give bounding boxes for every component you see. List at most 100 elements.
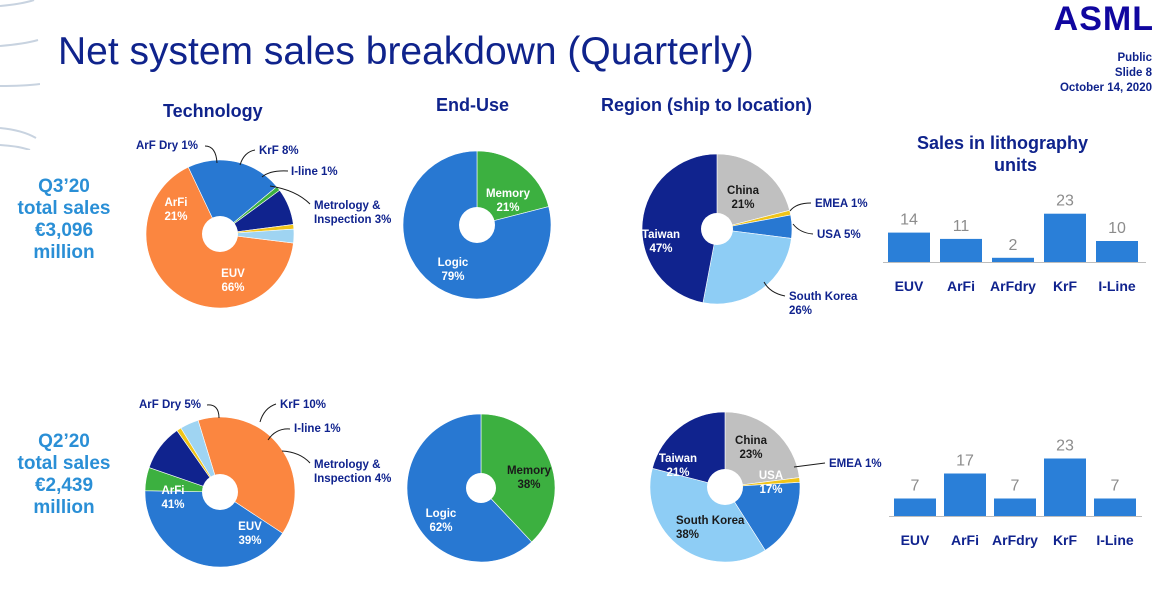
slice-label-logic: Logic 62%	[426, 508, 457, 534]
bar-value-label: 7	[911, 478, 920, 495]
donut-hole	[707, 469, 743, 505]
bar-value-label: 23	[1056, 438, 1074, 455]
bar-i-line	[1096, 241, 1138, 262]
slice-label-krf: KrF 8%	[259, 145, 299, 157]
pie-slice-arfi	[187, 159, 278, 235]
bar-category-label: I-Line	[1098, 278, 1136, 294]
slice-label-metrology: Metrology & Inspection 3%	[314, 200, 391, 226]
leader-krf	[259, 403, 277, 423]
donut-hole	[202, 474, 238, 510]
bar-value-label: 14	[900, 212, 918, 229]
bar-i-line	[1094, 498, 1136, 516]
bar-value-label: 7	[1111, 478, 1120, 495]
bar-category-label: I-Line	[1096, 532, 1134, 548]
row-label-q3: Q3’20 total sales €3,096 million	[0, 176, 134, 264]
page-title: Net system sales breakdown (Quarterly)	[58, 30, 754, 73]
slice-label-logic: Logic 79%	[438, 257, 469, 283]
slide-date: October 14, 2020	[1059, 82, 1152, 94]
leader-krf	[239, 149, 256, 166]
pie-slice-usa	[724, 481, 801, 551]
column-header-end-use: End-Use	[436, 95, 510, 115]
bar-krf	[1044, 213, 1086, 262]
pie-slice-arfi	[144, 490, 284, 568]
column-header-region: Region (ship to location)	[601, 95, 812, 115]
slice-label-arfi: ArFi 21%	[164, 197, 187, 223]
donut-hole	[466, 473, 496, 503]
row-label-unit: million	[33, 497, 95, 518]
bar-category-label: KrF	[1053, 532, 1078, 548]
bar-value-label: 10	[1108, 220, 1126, 237]
bar-arfi	[940, 238, 982, 262]
row-label-total: total sales	[17, 453, 111, 474]
asml-logo: ASML	[1053, 0, 1154, 38]
slice-label-usa: USA 5%	[817, 229, 861, 241]
row-label-total: total sales	[17, 198, 111, 219]
bar-value-label: 17	[956, 453, 974, 470]
slice-label-arf-dry: ArF Dry 5%	[139, 399, 201, 411]
row-label-quarter: Q2’20	[38, 431, 90, 452]
bar-category-label: ArFdry	[992, 532, 1038, 548]
pie-slice-metrology-inspection	[219, 228, 295, 244]
slice-label-taiwan: Taiwan 21%	[659, 453, 697, 479]
leader-emea	[789, 202, 812, 212]
slide-number: Slide 8	[1114, 67, 1152, 79]
bar-arfi	[944, 473, 986, 516]
pie-slice-taiwan	[651, 411, 726, 488]
slice-label-euv: EUV 66%	[221, 268, 245, 294]
row-label-unit: million	[33, 242, 95, 263]
slice-label-emea: EMEA 1%	[829, 458, 882, 470]
slice-label-china: China 21%	[727, 185, 760, 211]
leader-arf-dry	[204, 145, 218, 164]
bar-category-label: EUV	[895, 278, 924, 294]
column-header-units-line1: Sales in lithography	[917, 133, 1089, 153]
row-label-amount: €3,096	[34, 220, 94, 241]
pie-slice-china	[724, 411, 800, 488]
row-label-quarter: Q3’20	[38, 176, 90, 197]
slice-label-memory: Memory 21%	[486, 188, 531, 214]
pie-slice-memory	[476, 150, 550, 226]
bar-arfdry	[992, 257, 1034, 262]
leader-metrology	[281, 450, 311, 464]
leader-usa	[792, 223, 814, 235]
bar-arfdry	[994, 498, 1036, 516]
pie-slice-taiwan	[641, 153, 718, 304]
slice-label-usa: USA 17%	[759, 470, 783, 496]
slice-label-taiwan: Taiwan 47%	[642, 229, 680, 255]
leader-metrology	[269, 185, 311, 205]
pie-slice-south-korea	[702, 228, 792, 305]
bar-value-label: 23	[1056, 193, 1074, 210]
bar-category-label: ArFi	[951, 532, 979, 548]
column-header-units-line2: units	[994, 155, 1037, 175]
slice-label-arf-dry: ArF Dry 1%	[136, 140, 198, 152]
slice-label-euv: EUV 39%	[238, 521, 262, 547]
pie-slice-memory	[480, 413, 556, 543]
bar-krf	[1044, 458, 1086, 516]
slice-label-metrology: Metrology & Inspection 4%	[314, 459, 391, 485]
leader-arf-dry	[206, 404, 220, 419]
slice-label-krf: KrF 10%	[280, 399, 326, 411]
bar-category-label: EUV	[901, 532, 930, 548]
bar-euv	[894, 498, 936, 516]
bar-category-label: KrF	[1053, 278, 1078, 294]
leader-iline	[267, 428, 291, 441]
donut-hole	[202, 216, 238, 252]
slice-label-iline: I-line 1%	[294, 423, 341, 435]
pie-slice-metrology-inspection	[180, 419, 221, 493]
donut-hole	[459, 207, 495, 243]
bar-value-label: 11	[953, 218, 970, 235]
bar-value-label: 2	[1009, 237, 1018, 254]
slice-label-iline: I-line 1%	[291, 166, 338, 178]
leader-south-korea	[763, 281, 786, 297]
bar-category-label: ArFi	[947, 278, 975, 294]
row-label-amount: €2,439	[34, 475, 94, 496]
slice-label-south-korea: South Korea 26%	[789, 291, 858, 317]
corner-decoration	[0, 0, 40, 150]
donut-hole	[701, 213, 733, 245]
leader-emea	[793, 462, 826, 468]
column-header-technology: Technology	[163, 101, 263, 121]
bar-value-label: 7	[1011, 478, 1020, 495]
pie-slice-china	[716, 153, 791, 230]
classification-label: Public	[1117, 52, 1152, 64]
slice-label-memory: Memory 38%	[507, 465, 552, 491]
